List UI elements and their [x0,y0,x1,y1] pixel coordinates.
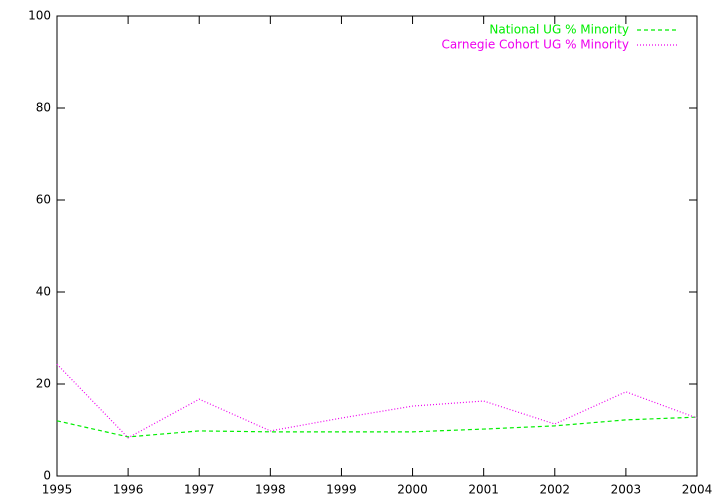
x-tick-label: 1998 [255,483,286,497]
x-tick-label: 2003 [611,483,642,497]
legend-label: National UG % Minority [489,23,629,37]
series-line [56,416,698,438]
x-tick-label: 1996 [113,483,144,497]
y-tick-label: 20 [36,377,51,391]
x-tick-label: 1999 [326,483,357,497]
plot-frame [56,15,698,477]
y-tick-label: 80 [36,101,51,115]
y-tick-label: 40 [36,285,51,299]
y-tick-label: 100 [28,9,51,23]
y-tick-label: 0 [43,469,51,483]
legend-label: Carnegie Cohort UG % Minority [441,38,629,52]
x-tick-label: 2004 [682,483,713,497]
x-tick-label: 2001 [468,483,499,497]
x-tick-label: 2002 [540,483,571,497]
y-tick-label: 60 [36,193,51,207]
x-tick-label: 1995 [42,483,73,497]
series-line [56,363,698,439]
x-tick-label: 2000 [397,483,428,497]
x-tick-label: 1997 [184,483,215,497]
